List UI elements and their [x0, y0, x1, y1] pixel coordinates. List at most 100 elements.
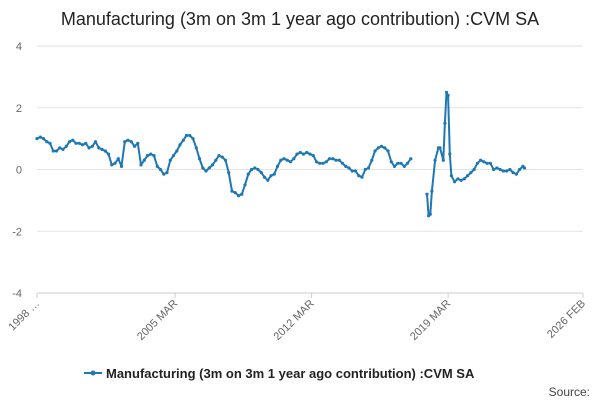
- data-point[interactable]: [106, 152, 111, 156]
- data-point[interactable]: [366, 166, 371, 170]
- data-point[interactable]: [340, 161, 345, 165]
- data-point[interactable]: [469, 171, 473, 175]
- data-point[interactable]: [308, 152, 312, 156]
- data-point[interactable]: [178, 143, 182, 147]
- data-point[interactable]: [462, 177, 466, 181]
- data-point[interactable]: [347, 166, 351, 170]
- data-point[interactable]: [71, 138, 75, 142]
- data-point[interactable]: [459, 178, 463, 182]
- data-point[interactable]: [142, 158, 146, 162]
- data-point[interactable]: [456, 177, 460, 181]
- data-point[interactable]: [492, 167, 496, 172]
- data-point[interactable]: [334, 158, 338, 162]
- data-point[interactable]: [409, 157, 413, 161]
- data-point[interactable]: [116, 157, 120, 161]
- data-point[interactable]: [505, 169, 509, 173]
- data-point[interactable]: [207, 166, 211, 170]
- data-point[interactable]: [97, 146, 101, 150]
- data-point[interactable]: [441, 158, 445, 162]
- data-point[interactable]: [259, 171, 263, 175]
- data-point[interactable]: [201, 166, 205, 170]
- data-point[interactable]: [155, 164, 159, 168]
- data-point[interactable]: [360, 175, 364, 179]
- data-point[interactable]: [295, 152, 299, 156]
- data-point[interactable]: [74, 141, 78, 145]
- data-point[interactable]: [38, 135, 42, 139]
- data-point[interactable]: [370, 158, 374, 162]
- data-point[interactable]: [383, 146, 387, 150]
- data-point[interactable]: [139, 163, 143, 167]
- data-point[interactable]: [482, 160, 486, 164]
- data-point[interactable]: [279, 158, 283, 162]
- data-point[interactable]: [275, 164, 280, 168]
- data-point[interactable]: [87, 146, 91, 150]
- data-point[interactable]: [149, 152, 153, 156]
- data-point[interactable]: [243, 183, 247, 187]
- data-point[interactable]: [136, 141, 140, 145]
- data-point[interactable]: [61, 147, 65, 151]
- data-point[interactable]: [488, 161, 492, 165]
- data-point[interactable]: [475, 161, 479, 165]
- data-point[interactable]: [344, 164, 348, 168]
- data-point[interactable]: [272, 172, 276, 176]
- data-point[interactable]: [35, 137, 39, 141]
- data-point[interactable]: [77, 141, 81, 145]
- data-point[interactable]: [171, 154, 176, 158]
- data-point[interactable]: [511, 171, 515, 175]
- data-point[interactable]: [253, 166, 257, 170]
- data-point[interactable]: [363, 167, 367, 172]
- data-point[interactable]: [162, 172, 166, 176]
- data-point[interactable]: [498, 167, 502, 172]
- data-point[interactable]: [152, 154, 156, 158]
- data-point[interactable]: [197, 157, 202, 161]
- data-point[interactable]: [331, 157, 335, 161]
- data-point[interactable]: [90, 144, 94, 148]
- data-point[interactable]: [184, 133, 189, 138]
- data-point[interactable]: [165, 171, 169, 175]
- data-point[interactable]: [129, 140, 133, 144]
- data-point[interactable]: [453, 180, 457, 184]
- data-point[interactable]: [126, 138, 130, 142]
- data-point[interactable]: [443, 121, 447, 125]
- data-point[interactable]: [223, 158, 228, 162]
- data-point[interactable]: [508, 167, 512, 172]
- data-point[interactable]: [181, 138, 185, 142]
- data-point[interactable]: [188, 133, 192, 138]
- data-point[interactable]: [233, 191, 237, 195]
- data-point[interactable]: [204, 169, 208, 173]
- data-point[interactable]: [103, 149, 107, 153]
- data-point[interactable]: [145, 154, 150, 158]
- data-point[interactable]: [444, 90, 449, 94]
- data-point[interactable]: [123, 140, 127, 144]
- data-point[interactable]: [495, 166, 499, 170]
- data-point[interactable]: [93, 140, 98, 144]
- data-point[interactable]: [194, 146, 198, 150]
- data-point[interactable]: [240, 192, 244, 196]
- data-point[interactable]: [285, 158, 289, 162]
- data-point[interactable]: [41, 137, 46, 141]
- data-point[interactable]: [301, 152, 306, 156]
- data-point[interactable]: [54, 149, 59, 153]
- data-point[interactable]: [227, 171, 231, 175]
- data-point[interactable]: [288, 160, 293, 164]
- data-point[interactable]: [214, 158, 218, 162]
- data-point[interactable]: [282, 157, 286, 161]
- data-point[interactable]: [428, 212, 432, 216]
- data-point[interactable]: [430, 189, 434, 193]
- data-point[interactable]: [45, 140, 49, 144]
- data-point[interactable]: [67, 140, 72, 144]
- data-point[interactable]: [236, 194, 241, 198]
- data-point[interactable]: [501, 169, 505, 173]
- data-point[interactable]: [357, 174, 361, 178]
- data-point[interactable]: [466, 174, 470, 178]
- data-point[interactable]: [80, 143, 85, 147]
- data-point[interactable]: [314, 160, 319, 164]
- data-point[interactable]: [379, 144, 384, 148]
- data-point[interactable]: [337, 158, 341, 162]
- data-point[interactable]: [298, 150, 302, 155]
- data-point[interactable]: [64, 144, 68, 148]
- data-point[interactable]: [292, 157, 296, 161]
- data-point[interactable]: [100, 147, 104, 151]
- data-point[interactable]: [433, 158, 437, 162]
- data-point[interactable]: [230, 189, 234, 193]
